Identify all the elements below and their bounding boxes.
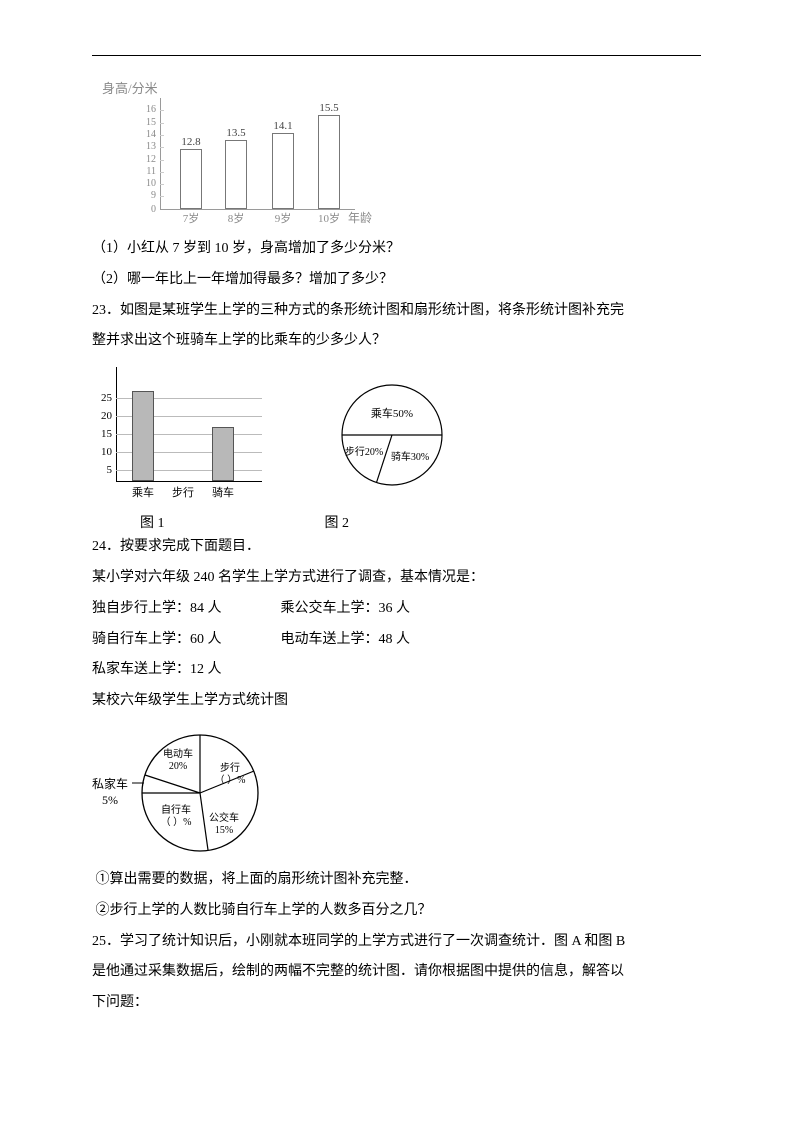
height-bar (318, 115, 340, 209)
height-bar-chart: 身高/分米 年龄 091011121314151612.87岁13.58岁14.… (102, 84, 372, 234)
y-tick-label: 15 (130, 117, 156, 128)
q23-xlabel: 乘车 (123, 484, 163, 500)
q24-l1: 24．按要求完成下面题目． (92, 532, 701, 563)
q24-l2: 某小学对六年级 240 名学生上学方式进行了调查，基本情况是： (92, 563, 701, 594)
q23-xaxis (116, 481, 262, 482)
x-tick-label: 10岁 (309, 210, 349, 226)
bar-value-label: 13.5 (216, 127, 256, 139)
y-tick-label: 12 (130, 154, 156, 165)
bar-value-label: 15.5 (309, 102, 349, 114)
chart-axis-area: 年龄 091011121314151612.87岁13.58岁14.19岁15.… (130, 98, 360, 220)
q23-xlabel: 步行 (163, 484, 203, 500)
fig2-label: 图 2 (325, 512, 350, 532)
x-tick-label: 8岁 (216, 210, 256, 226)
q23-bar (212, 427, 234, 481)
q24-leftlabel-1: 私家车 (92, 777, 128, 791)
bar-value-label: 12.8 (171, 136, 211, 148)
q24-left-label: 私家车 5% (92, 777, 128, 808)
q23-fig-labels: 图 1 图 2 (140, 512, 701, 532)
q24-leftlabel-2: 5% (102, 793, 118, 807)
svg-text:（ ）%: （ ）% (215, 774, 246, 786)
q24-pie-row: 私家车 5% 电动车 20% 步行 （ ）% 自行车 （ (92, 723, 701, 863)
q23-ylabel: 5 (92, 464, 112, 476)
q24-q1: ①算出需要的数据，将上面的扇形统计图补充完整． (92, 865, 701, 896)
top-rule (92, 55, 701, 56)
q22-2: （2）哪一年比上一年增加得最多？增加了多少？ (92, 265, 701, 296)
y-axis-title: 身高/分米 (102, 78, 158, 97)
q24-l4b: 电动车送上学：48 人 (281, 632, 411, 647)
q23-bar (132, 391, 154, 481)
svg-text:电动车: 电动车 (163, 747, 193, 760)
q24-l4a: 骑自行车上学：60 人 (92, 632, 222, 647)
q23-ylabel: 10 (92, 446, 112, 458)
q23-text-2: 整并求出这个班骑车上学的比乘车的少多少人？ (92, 326, 701, 357)
y-tick-label: 9 (130, 190, 156, 201)
q24-l3: 独自步行上学：84 人 乘公交车上学：36 人 (92, 594, 701, 625)
q23-xlabel: 骑车 (203, 484, 243, 500)
y-tick-label: 11 (130, 166, 156, 177)
y-tick-label: 10 (130, 178, 156, 189)
q24-l4: 骑自行车上学：60 人 电动车送上学：48 人 (92, 625, 701, 656)
y-tick-label: 13 (130, 141, 156, 152)
q23-pie-chart: 乘车50% 步行20% 骑车30% (332, 375, 452, 495)
q24-l3a: 独自步行上学：84 人 (92, 601, 222, 616)
y-axis-line (160, 98, 161, 210)
svg-text:（ ）%: （ ）% (161, 816, 192, 828)
svg-text:15%: 15% (215, 825, 233, 836)
q23-text-1: 23．如图是某班学生上学的三种方式的条形统计图和扇形统计图，将条形统计图补充完 (92, 296, 701, 327)
q24-q1-text: ①算出需要的数据，将上面的扇形统计图补充完整． (96, 872, 418, 887)
height-bar (272, 133, 294, 209)
q25-l1: 25．学习了统计知识后，小刚就本班同学的上学方式进行了一次调查统计．图 A 和图… (92, 927, 701, 958)
x-axis-title: 年龄 (348, 209, 372, 226)
q23-yaxis (116, 367, 117, 482)
q24-q2-text: ②步行上学的人数比骑自行车上学的人数多百分之几？ (96, 903, 432, 918)
y-tick-label: 14 (130, 129, 156, 140)
svg-text:乘车50%: 乘车50% (371, 406, 413, 420)
q25-l2: 是他通过采集数据后，绘制的两幅不完整的统计图．请你根据图中提供的信息，解答以 (92, 957, 701, 988)
q24-l5: 私家车送上学：12 人 (92, 655, 701, 686)
q23-bar-chart: 5 10 15 20 25 乘车步行骑车 (92, 363, 272, 508)
q24-q2: ②步行上学的人数比骑自行车上学的人数多百分之几？ (92, 896, 701, 927)
q25-l3: 下问题： (92, 988, 701, 1019)
y-tick-label: 0 (130, 204, 156, 215)
x-tick-label: 9岁 (263, 210, 303, 226)
q23-ylabel: 15 (92, 428, 112, 440)
q24-pie-chart: 电动车 20% 步行 （ ）% 自行车 （ ）% 公交车 15% (130, 723, 270, 863)
fig1-label: 图 1 (140, 512, 165, 532)
q23-charts-row: 5 10 15 20 25 乘车步行骑车 乘车50% 步行20% 骑车30% (92, 363, 701, 508)
svg-text:自行车: 自行车 (161, 803, 191, 816)
q23-ylabel: 20 (92, 410, 112, 422)
q23-ylabel: 25 (92, 392, 112, 404)
height-bar (225, 140, 247, 209)
svg-text:20%: 20% (169, 761, 187, 772)
svg-text:步行20%: 步行20% (345, 445, 383, 458)
q24-l6: 某校六年级学生上学方式统计图 (92, 686, 701, 717)
q22-1: （1）小红从 7 岁到 10 岁，身高增加了多少分米？ (92, 234, 701, 265)
height-bar (180, 149, 202, 209)
x-tick-label: 7岁 (171, 210, 211, 226)
svg-text:公交车: 公交车 (209, 811, 239, 824)
svg-text:步行: 步行 (220, 761, 240, 774)
bar-value-label: 14.1 (263, 120, 303, 132)
q24-l3b: 乘公交车上学：36 人 (281, 601, 411, 616)
page: 身高/分米 年龄 091011121314151612.87岁13.58岁14.… (0, 0, 793, 1122)
y-tick-label: 16 (130, 104, 156, 115)
svg-text:骑车30%: 骑车30% (391, 450, 429, 463)
